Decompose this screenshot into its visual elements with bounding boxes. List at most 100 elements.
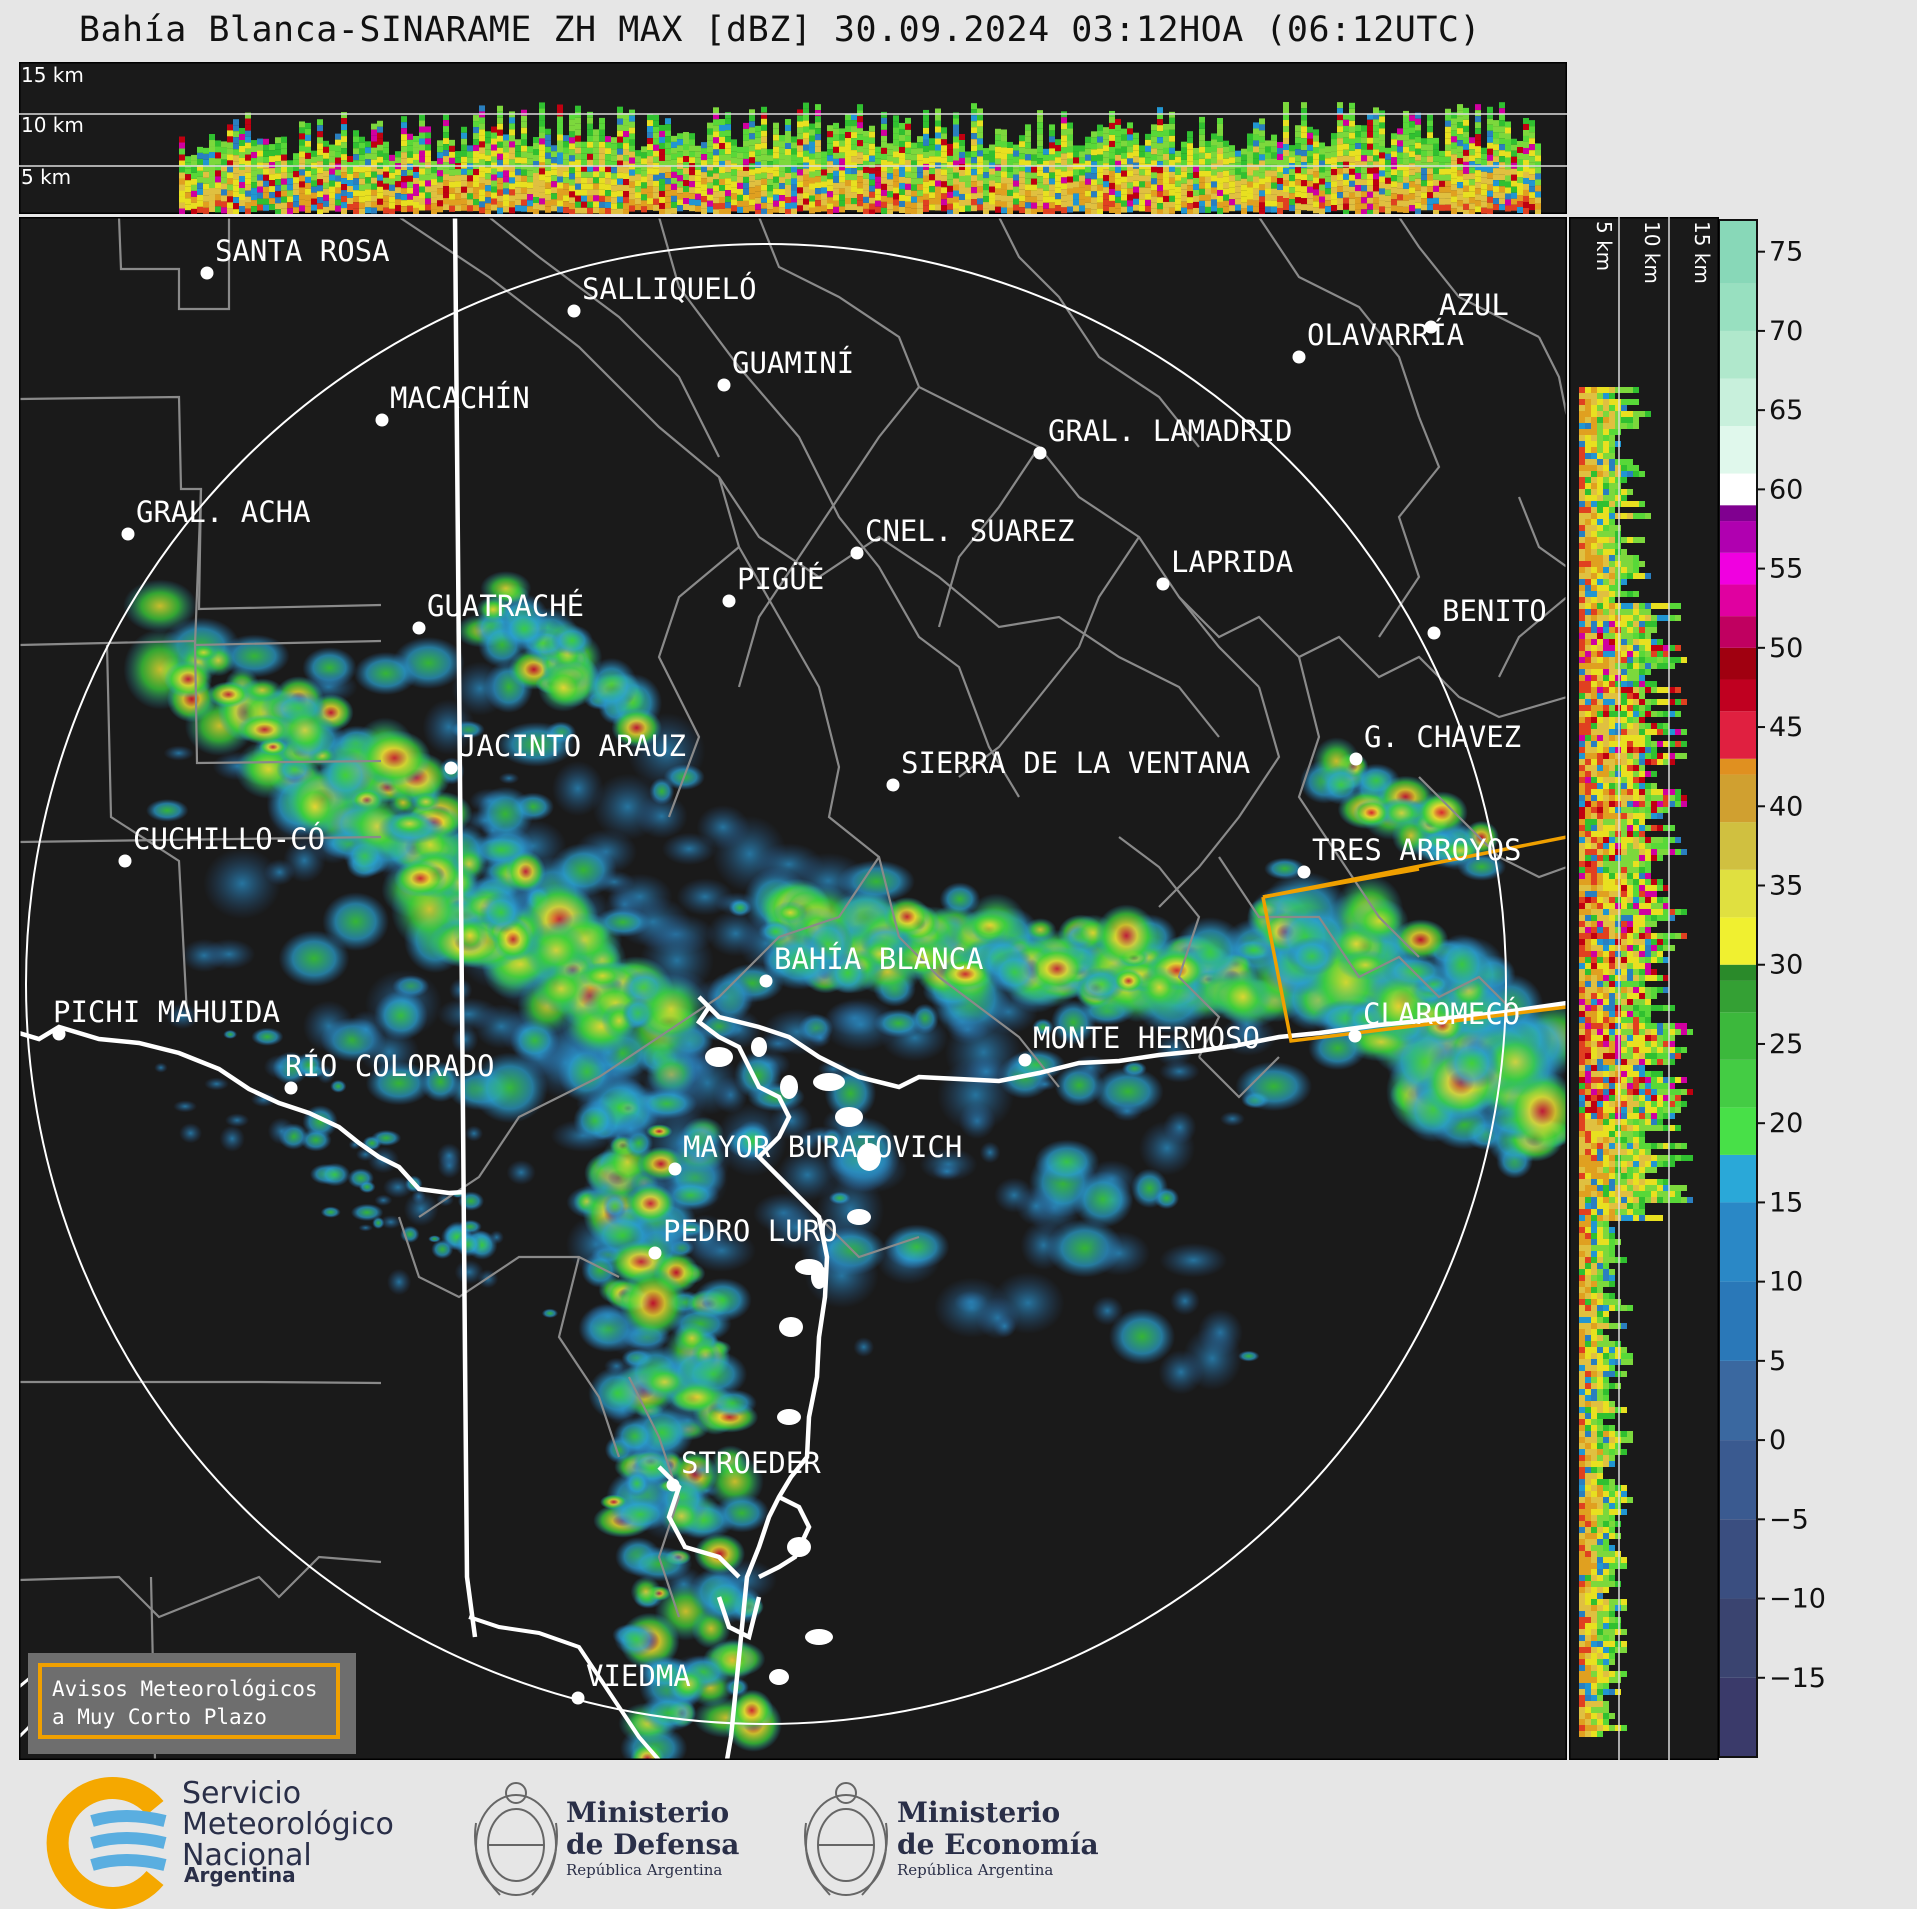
- right-alt-10km: 10 km: [1640, 221, 1664, 284]
- city-pichi-mahuida: PICHI MAHUIDA: [52, 995, 280, 1041]
- city-dot: [759, 974, 773, 988]
- defensa-seal-icon: [474, 1782, 558, 1896]
- smn-name: Servicio Meteorológico Nacional: [182, 1778, 394, 1871]
- colorbar-tick-label: 50: [1769, 633, 1803, 664]
- city-label: PEDRO LURO: [663, 1214, 838, 1248]
- city-cnel-suarez: CNEL. SUAREZ: [850, 514, 1075, 560]
- ministerio-defensa: Ministerio de Defensa República Argentin…: [566, 1796, 739, 1880]
- colorbar-tick-label: −15: [1769, 1663, 1826, 1694]
- city-dot: [717, 378, 731, 392]
- city-label: STROEDER: [681, 1446, 821, 1480]
- city-guaminí: GUAMINÍ: [717, 346, 854, 392]
- city-sierra-de-la-ventana: SIERRA DE LA VENTANA: [886, 746, 1250, 792]
- colorbar-tick-label: 70: [1769, 316, 1803, 347]
- city-dot: [118, 854, 132, 868]
- city-cuchillo-có: CUCHILLO-CÓ: [118, 822, 325, 868]
- city-azul: AZUL: [1424, 288, 1509, 334]
- defensa-sub: República Argentina: [566, 1861, 723, 1879]
- city-pedro-luro: PEDRO LURO: [648, 1214, 838, 1260]
- colorbar-tick-label: 5: [1769, 1346, 1786, 1377]
- economia-sub: República Argentina: [897, 1861, 1054, 1879]
- city-label: PICHI MAHUIDA: [53, 995, 280, 1029]
- city-olavarría: OLAVARRÍA: [1292, 318, 1464, 364]
- city-label: VIEDMA: [586, 1659, 691, 1693]
- city-dot: [1427, 626, 1441, 640]
- colorbar-tick-label: 65: [1769, 395, 1803, 426]
- top-alt-15km: 15 km: [21, 63, 84, 87]
- smn-country: Argentina: [184, 1863, 296, 1887]
- city-g-chavez: G. CHAVEZ: [1349, 720, 1521, 766]
- city-pigüé: PIGÜÉ: [722, 562, 824, 608]
- radar-map[interactable]: SANTA ROSA SALLIQUELÓ GUAMINÍ AZUL OLAVARRÍA…: [19, 217, 1567, 1760]
- city-dot: [571, 1691, 585, 1705]
- dbz-colorbar: 75 70 65 60 55 50 45 40 35 30 25 20 15 10 5 0 −5 −10 −15: [1719, 217, 1917, 1760]
- city-label: SANTA ROSA: [215, 234, 390, 268]
- colorbar-tick-label: 60: [1769, 474, 1803, 505]
- city-tres-arroyos: TRES ARROYOS: [1297, 833, 1522, 879]
- city-label: CLAROMECÓ: [1363, 997, 1520, 1031]
- city-label: G. CHAVEZ: [1364, 720, 1521, 754]
- city-benito: BENITO: [1427, 594, 1547, 640]
- city-label: BENITO: [1442, 594, 1547, 628]
- city-dot: [412, 621, 426, 635]
- city-dot: [1033, 446, 1047, 460]
- city-jacinto-arauz: JACINTO ARAUZ: [444, 729, 686, 775]
- colorbar-tick-label: 55: [1769, 554, 1803, 585]
- colorbar-tick-label: 40: [1769, 791, 1803, 822]
- city-label: CUCHILLO-CÓ: [133, 822, 325, 856]
- city-label: CNEL. SUAREZ: [865, 514, 1075, 548]
- city-markers: SANTA ROSA SALLIQUELÓ GUAMINÍ AZULOLAVARRÍA…: [52, 234, 1547, 1705]
- city-label: SIERRA DE LA VENTANA: [901, 746, 1250, 780]
- city-label: GUATRACHÉ: [427, 589, 584, 623]
- top-cross-section: 15 km 10 km 5 km: [19, 62, 1567, 214]
- city-label: LAPRIDA: [1171, 545, 1293, 579]
- economia-line-1: Ministerio: [897, 1796, 1061, 1829]
- city-viedma: VIEDMA: [571, 1659, 691, 1705]
- city-dot: [375, 413, 389, 427]
- city-dot: [52, 1027, 66, 1041]
- city-dot: [1348, 1029, 1362, 1043]
- colorbar-tick-label: 35: [1769, 871, 1803, 902]
- city-dot: [1018, 1053, 1032, 1067]
- economia-line-2: de Economía: [897, 1828, 1099, 1861]
- city-salliqueló: SALLIQUELÓ: [567, 272, 757, 318]
- colorbar-tick-label: 25: [1769, 1029, 1803, 1060]
- colorbar-tick-label: 45: [1769, 712, 1803, 743]
- city-santa-rosa: SANTA ROSA: [200, 234, 390, 280]
- range-ring: [25, 243, 1507, 1725]
- city-dot: [648, 1246, 662, 1260]
- city-label: GRAL. LAMADRID: [1048, 414, 1292, 448]
- city-label: PIGÜÉ: [737, 562, 824, 596]
- city-guatraché: GUATRACHÉ: [412, 589, 584, 635]
- city-monte-hermoso: MONTE HERMOSO: [1018, 1021, 1260, 1067]
- colorbar-tick-label: −10: [1769, 1584, 1826, 1615]
- colorbar-tick-label: 30: [1769, 950, 1803, 981]
- warning-line-2: a Muy Corto Plazo: [52, 1705, 267, 1729]
- city-dot: [1156, 577, 1170, 591]
- city-gral-lamadrid: GRAL. LAMADRID: [1033, 414, 1292, 460]
- colorbar-tick-label: 20: [1769, 1108, 1803, 1139]
- city-dot: [666, 1478, 680, 1492]
- city-dot: [567, 304, 581, 318]
- right-alt-5km: 5 km: [1592, 221, 1616, 271]
- city-label: OLAVARRÍA: [1307, 318, 1464, 352]
- colorbar-tick-label: 10: [1769, 1267, 1803, 1298]
- city-label: GUAMINÍ: [732, 346, 854, 380]
- page-title: Bahía Blanca-SINARAME ZH MAX [dBZ] 30.09…: [78, 10, 1482, 50]
- top-alt-10km: 10 km: [21, 113, 84, 137]
- city-label: JACINTO ARAUZ: [459, 729, 686, 763]
- city-dot: [284, 1081, 298, 1095]
- city-dot: [886, 778, 900, 792]
- colorbar-tick-label: 15: [1769, 1187, 1803, 1218]
- city-dot: [668, 1162, 682, 1176]
- city-dot: [722, 594, 736, 608]
- warning-info-box: Avisos Meteorológicos a Muy Corto Plazo: [28, 1653, 356, 1754]
- footer: Servicio Meteorológico Nacional Argentin…: [0, 1763, 1917, 1909]
- defensa-line-1: Ministerio: [566, 1796, 730, 1829]
- coastline: [657, 995, 1567, 1760]
- city-dot: [200, 266, 214, 280]
- smn-logo-icon: [46, 1777, 167, 1909]
- city-label: MONTE HERMOSO: [1033, 1021, 1260, 1055]
- city-label: RÍO COLORADO: [285, 1049, 495, 1083]
- colorbar-tick-label: 75: [1769, 237, 1803, 268]
